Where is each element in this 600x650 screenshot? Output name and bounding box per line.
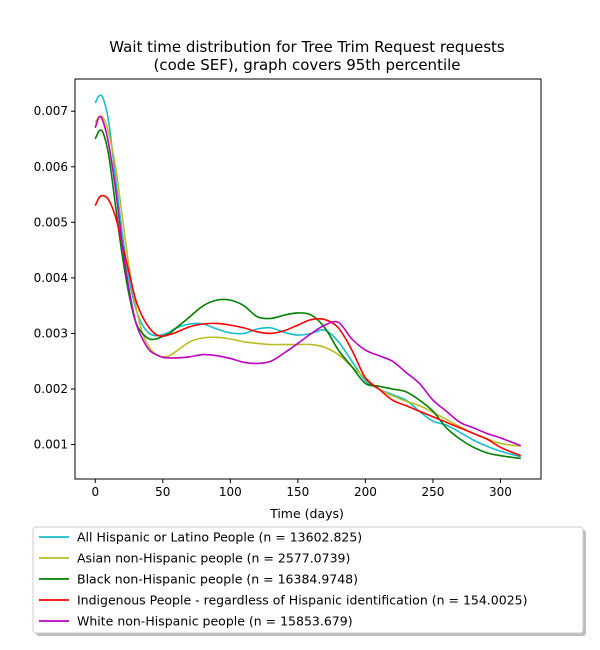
x-tick-label: 150 <box>286 485 309 499</box>
x-axis-label: Time (days) <box>269 506 344 521</box>
series-lines <box>94 94 522 460</box>
y-tick-label: 0.003 <box>34 326 68 340</box>
y-tick-label: 0.005 <box>34 215 68 229</box>
legend: All Hispanic or Latino People (n = 13602… <box>32 526 586 636</box>
y-tick-label: 0.002 <box>34 382 68 396</box>
legend-label-2: Black non-Hispanic people (n = 16384.974… <box>77 572 358 587</box>
legend-label-0: All Hispanic or Latino People (n = 13602… <box>77 530 362 545</box>
legend-label-4: White non-Hispanic people (n = 15853.679… <box>77 614 353 629</box>
x-tick-label: 200 <box>354 485 377 499</box>
legend-label-3: Indigenous People - regardless of Hispan… <box>77 593 527 608</box>
y-tick-label: 0.006 <box>34 160 68 174</box>
series-line-1 <box>94 115 521 448</box>
y-tick-label: 0.007 <box>34 104 68 118</box>
legend-box <box>32 526 584 634</box>
series-line-3 <box>94 194 522 457</box>
x-tick-label: 50 <box>155 485 170 499</box>
x-tick-label: 250 <box>421 485 444 499</box>
plot-area-frame <box>74 78 542 480</box>
y-tick-label: 0.001 <box>34 438 68 452</box>
legend-label-1: Asian non-Hispanic people (n = 2577.0739… <box>77 551 350 566</box>
series-line-4 <box>94 115 522 447</box>
x-tick-label: 100 <box>219 485 242 499</box>
series-line-0 <box>94 94 521 458</box>
y-axis: 0.001 0.002 0.003 0.004 0.005 0.006 0.007 <box>34 104 75 452</box>
y-tick-label: 0.004 <box>34 271 68 285</box>
chart-title-line-2: (code SEF), graph covers 95th percentile <box>153 56 460 74</box>
x-axis: 0 50 100 150 200 250 300 <box>91 479 512 499</box>
x-tick-label: 300 <box>489 485 512 499</box>
chart-title-line-1: Wait time distribution for Tree Trim Req… <box>109 38 505 56</box>
series-line-2 <box>94 129 521 460</box>
x-tick-label: 0 <box>91 485 99 499</box>
